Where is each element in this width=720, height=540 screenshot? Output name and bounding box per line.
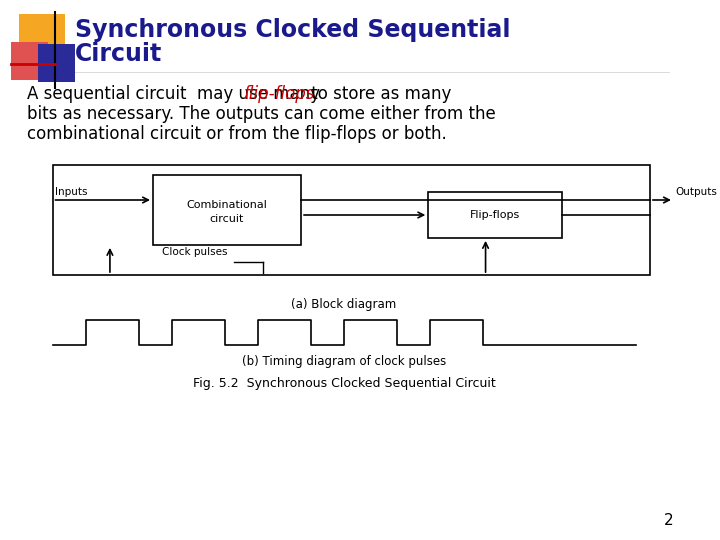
Text: Circuit: Circuit — [75, 42, 162, 66]
Text: Clock pulses: Clock pulses — [163, 247, 228, 257]
Text: to store as many: to store as many — [306, 85, 451, 103]
Text: Outputs: Outputs — [676, 187, 718, 197]
Text: bits as necessary. The outputs can come either from the: bits as necessary. The outputs can come … — [27, 105, 495, 123]
Text: combinational circuit or from the flip-flops or both.: combinational circuit or from the flip-f… — [27, 125, 446, 143]
Text: (b) Timing diagram of clock pulses: (b) Timing diagram of clock pulses — [242, 355, 446, 368]
Text: circuit: circuit — [210, 214, 244, 224]
Bar — [19, 14, 65, 62]
Bar — [53, 165, 650, 275]
Text: Combinational: Combinational — [186, 200, 267, 210]
Bar — [428, 192, 562, 238]
Bar — [38, 44, 75, 82]
Text: Inputs: Inputs — [55, 187, 88, 197]
Text: (a) Block diagram: (a) Block diagram — [292, 298, 397, 311]
Text: flip-flops: flip-flops — [244, 85, 315, 103]
Text: A sequential circuit  may use many: A sequential circuit may use many — [27, 85, 325, 103]
Text: Flip-flops: Flip-flops — [470, 210, 521, 220]
Text: 2: 2 — [665, 513, 674, 528]
Text: Synchronous Clocked Sequential: Synchronous Clocked Sequential — [75, 18, 510, 42]
Bar — [12, 42, 48, 80]
Bar — [153, 175, 301, 245]
Text: Fig. 5.2  Synchronous Clocked Sequential Circuit: Fig. 5.2 Synchronous Clocked Sequential … — [193, 377, 495, 390]
